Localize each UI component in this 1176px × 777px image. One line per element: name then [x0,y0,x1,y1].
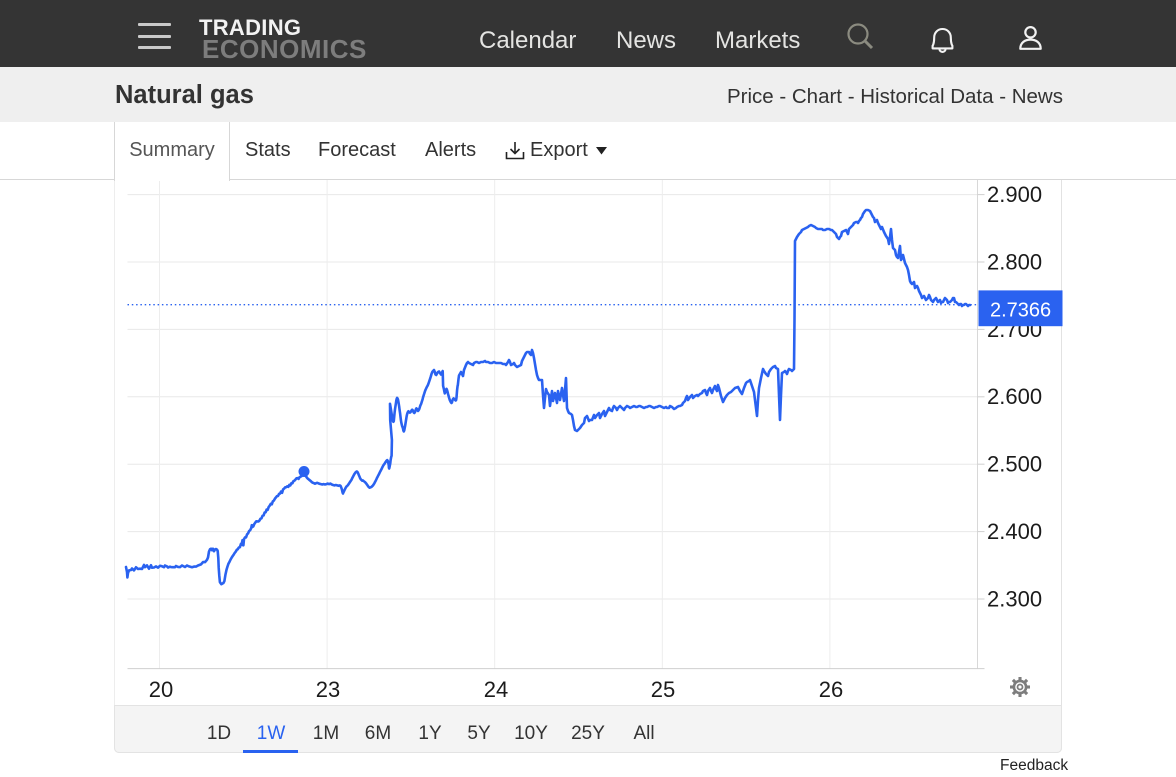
svg-text:24: 24 [484,677,508,702]
svg-text:2.400: 2.400 [987,519,1042,544]
svg-text:2.600: 2.600 [987,384,1042,409]
svg-text:20: 20 [149,677,173,702]
svg-text:26: 26 [819,677,843,702]
svg-text:2.500: 2.500 [987,452,1042,477]
svg-text:25: 25 [651,677,675,702]
svg-text:2.800: 2.800 [987,249,1042,274]
svg-text:23: 23 [316,677,340,702]
svg-text:2.900: 2.900 [987,182,1042,207]
svg-text:2.7366: 2.7366 [990,299,1051,321]
svg-text:2.300: 2.300 [987,586,1042,611]
